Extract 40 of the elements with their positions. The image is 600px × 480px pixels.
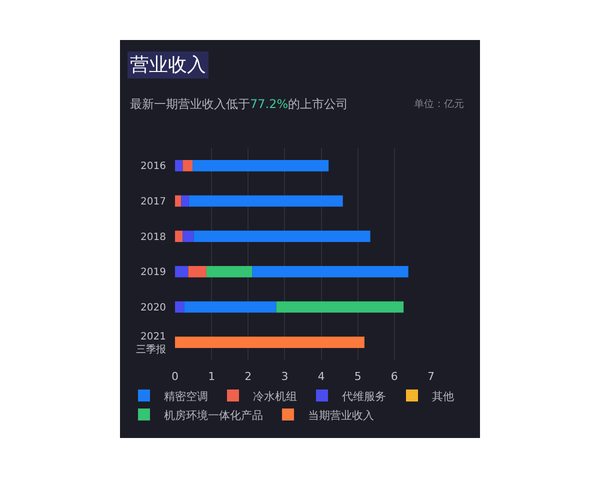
bar bbox=[194, 230, 370, 242]
legend-label: 当期营业收入 bbox=[308, 408, 374, 422]
bar bbox=[175, 266, 188, 278]
x-tick-label: 6 bbox=[390, 370, 398, 383]
bar bbox=[175, 336, 364, 348]
bar bbox=[181, 195, 189, 207]
bar bbox=[206, 266, 252, 278]
x-tick-label: 3 bbox=[281, 370, 288, 383]
bar bbox=[175, 301, 184, 313]
y-tick-label: 2016 bbox=[140, 161, 166, 172]
x-tick-label: 5 bbox=[354, 370, 362, 383]
legend-label: 代维服务 bbox=[341, 390, 386, 403]
bar bbox=[182, 230, 194, 242]
legend-label: 机房环境一体化产品 bbox=[164, 408, 263, 422]
bar bbox=[175, 195, 182, 207]
text: 单位：亿元 bbox=[414, 98, 464, 110]
legend-label: 精密空调 bbox=[164, 390, 208, 403]
chart-subtitle: 最新一期营业收入低于77.2%的上市公司 bbox=[130, 97, 348, 111]
y-tick-label: 2017 bbox=[140, 196, 166, 208]
y-tick-label: 2021 三季报 bbox=[136, 331, 166, 356]
x-tick-label: 2 bbox=[244, 370, 252, 383]
bar bbox=[175, 230, 183, 242]
bar bbox=[188, 195, 343, 207]
bar bbox=[184, 301, 276, 313]
bar bbox=[252, 266, 408, 278]
bar bbox=[276, 301, 404, 313]
bar bbox=[192, 160, 329, 172]
x-tick-label: 1 bbox=[208, 370, 216, 383]
bar bbox=[182, 160, 193, 172]
x-tick-label: 4 bbox=[318, 370, 325, 383]
y-tick-label: 2019 bbox=[140, 267, 166, 278]
x-tick-label: 0 bbox=[172, 370, 178, 383]
y-tick-label: 2018 bbox=[140, 232, 166, 243]
legend-label: 冷水机组 bbox=[253, 390, 297, 403]
chart-title: 营业收入 bbox=[130, 54, 206, 76]
bar bbox=[175, 160, 183, 172]
bar bbox=[188, 266, 206, 278]
legend-label: 其他 bbox=[432, 390, 454, 403]
x-tick-label: 7 bbox=[428, 370, 434, 383]
y-tick-label: 2020 bbox=[140, 302, 166, 314]
